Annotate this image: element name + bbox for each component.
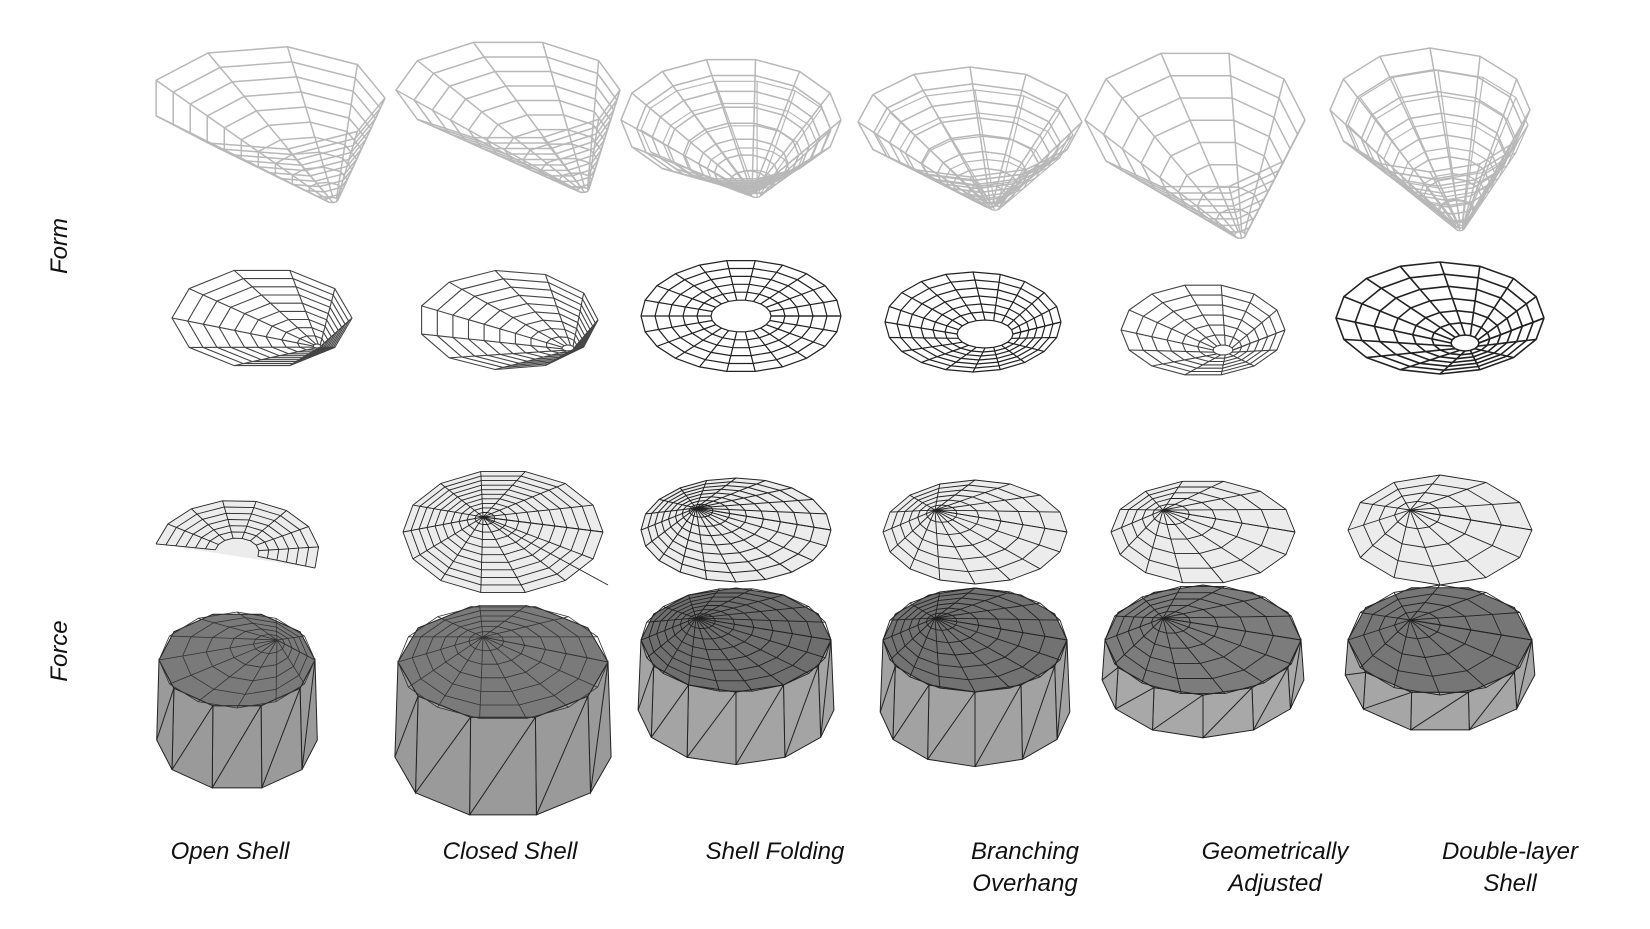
force-diagram-top-geometrically-adjusted: [1110, 480, 1296, 584]
force-diagram-solid-shell-folding: [637, 587, 835, 766]
force-diagram-top-shell-folding: [640, 477, 832, 583]
form-3d-wireframe-branching-overhang: [857, 66, 1083, 211]
form-top-wireframe-double-layer-shell: [1335, 261, 1545, 375]
form-3d-wireframe-geometrically-adjusted: [1084, 52, 1306, 240]
force-diagram-top-closed-shell: [402, 471, 609, 593]
row-label-force: Force: [46, 620, 73, 682]
column-label-geometrically-adjusted: Geometrically Adjusted: [1201, 838, 1349, 897]
form-3d-wireframe-open-shell: [155, 46, 386, 204]
row-label-form: Form: [46, 218, 73, 274]
column-label-closed-shell: Closed Shell: [442, 838, 578, 865]
column-label-open-shell: Open Shell: [170, 838, 290, 865]
form-top-wireframe-shell-folding: [640, 260, 842, 372]
force-diagram-top-double-layer-shell: [1347, 474, 1533, 586]
force-diagram-solid-double-layer-shell: [1344, 584, 1536, 731]
force-diagram-solid-open-shell: [156, 611, 318, 789]
form-3d-wireframe-closed-shell: [395, 41, 621, 194]
column-label-shell-folding: Shell Folding: [705, 838, 845, 865]
force-diagram-solid-branching-overhang: [879, 587, 1071, 768]
force-diagram-top-branching-overhang: [882, 479, 1068, 585]
form-top-wireframe-geometrically-adjusted: [1120, 284, 1286, 376]
form-3d-wireframe-double-layer-shell: [1329, 47, 1531, 232]
form-top-wireframe-branching-overhang: [884, 271, 1062, 373]
form-3d-wireframe-shell-folding: [620, 58, 842, 198]
force-diagram-solid-closed-shell: [394, 605, 612, 816]
force-diagram-solid-geometrically-adjusted: [1101, 584, 1305, 739]
column-label-double-layer-shell: Double-layer Shell: [1441, 838, 1579, 897]
form-top-wireframe-open-shell: [171, 269, 353, 367]
form-top-wireframe-closed-shell: [421, 269, 599, 371]
column-label-branching-overhang: Branching Overhang: [970, 838, 1080, 897]
force-diagram-top-open-shell: [155, 500, 320, 569]
